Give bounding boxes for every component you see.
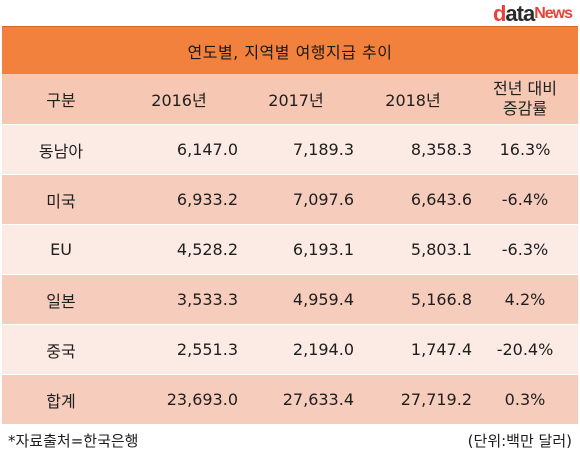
table-title-text: 연도별, 지역별 여행지급 추이 [187,43,393,62]
header-change: 전년 대비 증감률 [472,74,578,125]
value-2017-cell: 7,097.6 [238,174,354,225]
value-2017-cell: 2,194.0 [238,324,354,375]
change-rate-cell: 4.2% [472,274,578,325]
travel-payment-table: 구분 2016년 2017년 2018년 전년 대비 증감률 동남아 6,147… [2,74,578,425]
unit-note: (단위:백만 달러) [467,431,572,450]
table-row: EU 4,528.2 6,193.1 5,803.1 -6.3% [2,224,578,275]
value-2016-cell: 23,693.0 [120,374,238,425]
header-2018: 2018년 [354,74,472,125]
value-2018-cell: 8,358.3 [354,124,472,175]
value-2018-cell: 1,747.4 [354,324,472,375]
value-2016-cell: 4,528.2 [120,224,238,275]
value-2016-cell: 6,147.0 [120,124,238,175]
value-2017-cell: 6,193.1 [238,224,354,275]
value-2018-cell: 5,166.8 [354,274,472,325]
table-footer: *자료출처=한국은행 (단위:백만 달러) [2,426,578,454]
value-2018-cell: 27,719.2 [354,374,472,425]
logo-news: News [534,5,573,22]
change-rate-cell: 0.3% [472,374,578,425]
region-cell: 합계 [2,374,120,425]
table-row: 일본 3,533.3 4,959.4 5,166.8 4.2% [2,274,578,325]
header-change-line2: 증감률 [502,99,548,118]
header-2016: 2016년 [120,74,238,125]
table-row: 동남아 6,147.0 7,189.3 8,358.3 16.3% [2,124,578,175]
table-row: 미국 6,933.2 7,097.6 6,643.6 -6.4% [2,174,578,225]
value-2016-cell: 2,551.3 [120,324,238,375]
region-cell: 일본 [2,274,120,325]
table-header-row: 구분 2016년 2017년 2018년 전년 대비 증감률 [2,74,578,125]
table-row: 중국 2,551.3 2,194.0 1,747.4 -20.4% [2,324,578,375]
change-rate-cell: -20.4% [472,324,578,375]
change-rate-cell: 16.3% [472,124,578,175]
table-title: 연도별, 지역별 여행지급 추이 [2,26,578,75]
value-2017-cell: 27,633.4 [238,374,354,425]
logo-ata: ata [505,1,535,26]
value-2018-cell: 6,643.6 [354,174,472,225]
region-cell: 중국 [2,324,120,375]
header-2017: 2017년 [238,74,354,125]
region-cell: 동남아 [2,124,120,175]
region-cell: 미국 [2,174,120,225]
table-total-row: 합계 23,693.0 27,633.4 27,719.2 0.3% [2,374,578,425]
change-rate-cell: -6.3% [472,224,578,275]
source-note: *자료출처=한국은행 [8,431,139,450]
value-2016-cell: 3,533.3 [120,274,238,325]
logo-d: d [492,1,506,26]
header-change-line1: 전년 대비 [493,79,557,98]
value-2017-cell: 7,189.3 [238,124,354,175]
header-category: 구분 [2,74,120,125]
datanews-logo: dataNews [492,1,573,26]
region-cell: EU [2,224,120,275]
change-rate-cell: -6.4% [472,174,578,225]
value-2017-cell: 4,959.4 [238,274,354,325]
value-2016-cell: 6,933.2 [120,174,238,225]
value-2018-cell: 5,803.1 [354,224,472,275]
